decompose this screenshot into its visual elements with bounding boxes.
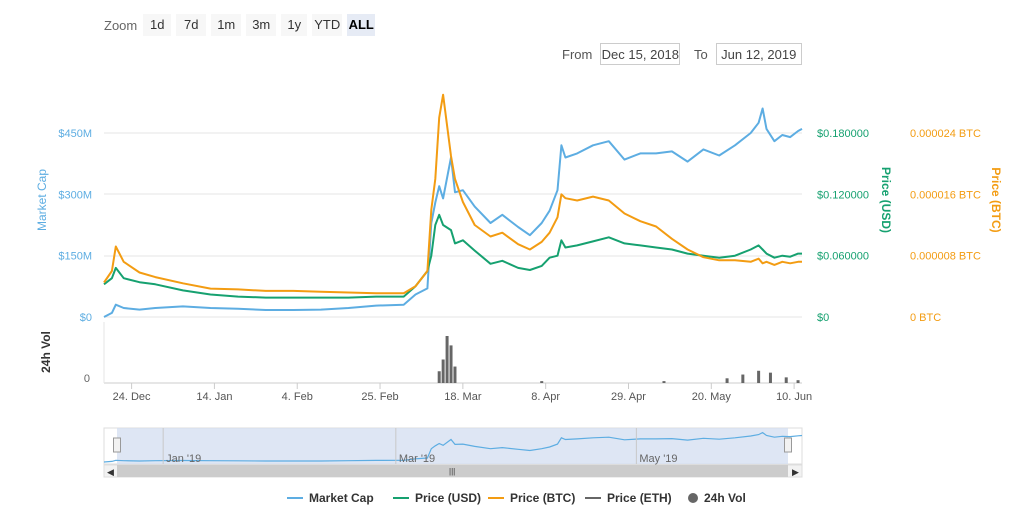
scroll-right-arrow-icon[interactable]: ▶: [792, 467, 799, 477]
price-btc-tick: 0.000024 BTC: [910, 128, 981, 140]
volume-axis-title: 24h Vol: [39, 331, 53, 373]
volume-bar: [437, 371, 441, 383]
from-date-input[interactable]: [600, 43, 681, 65]
x-tick-label: 29. Apr: [611, 391, 646, 403]
market-cap-tick: $0: [80, 312, 92, 324]
market-cap-line: [103, 107, 803, 318]
navigator-left-handle[interactable]: [113, 437, 121, 453]
x-tick-label: 14. Jan: [196, 391, 232, 403]
price-usd-tick: $0: [817, 312, 829, 324]
market-cap-tick: $150M: [58, 251, 92, 263]
date-range-from: From: [562, 43, 681, 65]
volume-bar: [741, 374, 745, 383]
to-date-input[interactable]: [715, 43, 802, 65]
volume-bar: [662, 381, 666, 383]
legend-item-label[interactable]: 24h Vol: [704, 491, 746, 505]
scroll-grip-icon: |||: [449, 467, 455, 476]
volume-bar: [725, 378, 729, 383]
series-lines: [103, 93, 803, 318]
legend-item-label[interactable]: Price (USD): [415, 491, 481, 505]
price-usd-line: [103, 213, 802, 299]
legend-item-label[interactable]: Price (BTC): [510, 491, 575, 505]
volume-bar: [540, 381, 544, 383]
price-usd-tick: $0.180000: [817, 128, 869, 140]
axis-labels: $0 $150M $300M $450M $0 $0.060000 $0.120000 $0.…: [35, 128, 1003, 403]
navigator-scrollbar-track[interactable]: [103, 464, 803, 478]
navigator-label: Jan '19: [166, 453, 201, 465]
navigator-label: Mar '19: [399, 453, 435, 465]
price-btc-axis-title: Price (BTC): [989, 167, 1003, 232]
x-tick-label: 10. Jun: [776, 391, 812, 403]
zoom-ytd-button[interactable]: YTD: [312, 14, 343, 36]
x-tick-label: 24. Dec: [113, 391, 151, 403]
price-btc-tick: 0.000016 BTC: [910, 189, 981, 201]
navigator-label: May '19: [639, 453, 677, 465]
x-tick-label: 8. Apr: [531, 391, 560, 403]
to-label: To: [694, 46, 708, 62]
market-cap-tick: $450M: [58, 128, 92, 140]
x-tick-label: 18. Mar: [444, 391, 482, 403]
price-usd-tick: $0.120000: [817, 189, 869, 201]
price-usd-tick: $0.060000: [817, 251, 869, 263]
zoom-1m-button[interactable]: 1m: [211, 14, 242, 36]
volume-bar: [796, 380, 800, 383]
navigator-frame: [103, 427, 803, 465]
volume-bar: [445, 336, 449, 383]
from-label: From: [562, 46, 593, 62]
navigator-right-handle[interactable]: [784, 437, 792, 453]
gridlines: [103, 132, 802, 384]
volume-bars: [437, 336, 800, 383]
volume-bar: [757, 370, 761, 383]
zoom-label: Zoom: [104, 17, 138, 33]
legend-item-label[interactable]: Market Cap: [309, 491, 374, 505]
zoom-1d-button[interactable]: 1d: [143, 14, 172, 36]
legend: Market Cap Price (USD) Price (BTC) Price (E…: [287, 491, 746, 505]
zoom-3m-button[interactable]: 3m: [246, 14, 277, 36]
scroll-left-arrow-icon[interactable]: ◀: [107, 467, 114, 477]
volume-bar: [453, 366, 457, 383]
price-btc-tick: 0.000008 BTC: [910, 251, 981, 263]
navigator-series-line: [103, 431, 803, 463]
zoom-bar: Zoom 1d 7d 1m 3m 1y YTD ALL: [104, 13, 380, 37]
volume-bar: [784, 377, 788, 383]
zoom-7d-button[interactable]: 7d: [176, 14, 207, 36]
market-cap-tick: $300M: [58, 189, 92, 201]
legend-item-label[interactable]: Price (ETH): [607, 491, 672, 505]
zoom-1y-button[interactable]: 1y: [281, 14, 308, 36]
volume-bar: [449, 345, 453, 383]
navigator-selection[interactable]: [117, 428, 788, 464]
volume-tick: 0: [84, 373, 90, 385]
x-tick-label: 25. Feb: [361, 391, 398, 403]
navigator-scrollbar-thumb[interactable]: [117, 465, 788, 477]
price-btc-line: [103, 93, 802, 295]
price-btc-tick: 0 BTC: [910, 312, 941, 324]
market-cap-axis-title: Market Cap: [35, 169, 49, 231]
legend-volume-marker-icon: [688, 493, 698, 503]
x-tick-label: 20. May: [692, 391, 732, 403]
x-tick-label: 4. Feb: [282, 391, 313, 403]
navigator[interactable]: Jan '19 Mar '19 May '19 ◀ ▶ |||: [103, 427, 803, 478]
date-range-to: To: [694, 43, 802, 65]
zoom-all-button[interactable]: ALL: [347, 14, 376, 36]
price-usd-axis-title: Price (USD): [879, 167, 893, 233]
volume-bar: [768, 372, 772, 383]
volume-bar: [441, 359, 445, 383]
